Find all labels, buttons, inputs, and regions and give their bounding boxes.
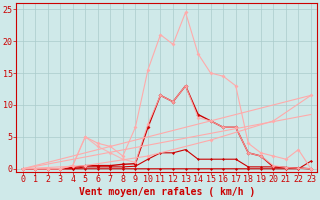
- X-axis label: Vent moyen/en rafales ( km/h ): Vent moyen/en rafales ( km/h ): [79, 187, 255, 197]
